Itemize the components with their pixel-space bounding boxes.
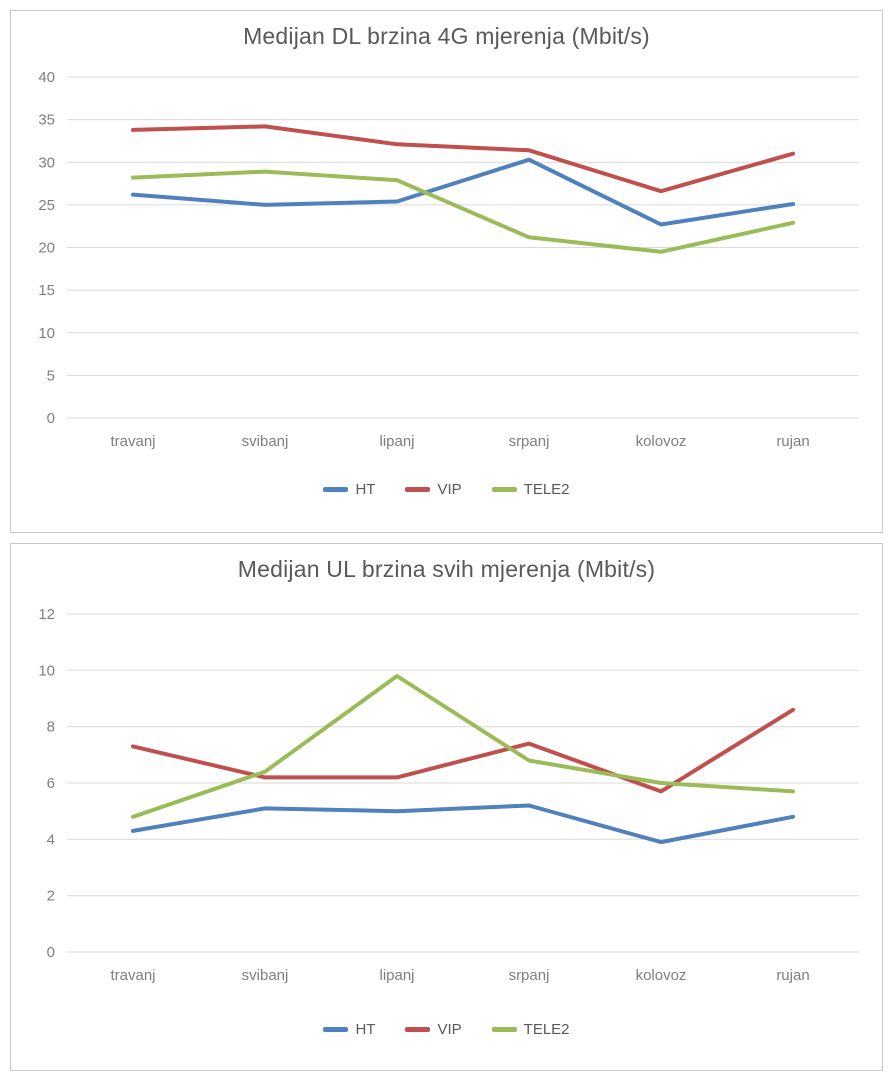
dl-chart-legend: HT VIP TELE2 <box>11 481 882 498</box>
x-category-label: srpanj <box>509 967 550 984</box>
legend-item-tele2: TELE2 <box>491 1021 570 1038</box>
x-category-label: rujan <box>776 433 809 450</box>
legend-label: TELE2 <box>523 1021 570 1038</box>
x-category-label: srpanj <box>509 433 550 450</box>
x-category-label: kolovoz <box>636 967 687 984</box>
dl-chart-title: Medijan DL brzina 4G mjerenja (Mbit/s) <box>243 23 650 49</box>
ul-chart-panel: Medijan UL brzina svih mjerenja (Mbit/s)… <box>10 543 883 1071</box>
x-category-label: rujan <box>776 967 809 984</box>
legend-label: HT <box>355 1021 376 1038</box>
x-category-label: travanj <box>110 967 155 984</box>
legend-item-tele2: TELE2 <box>491 481 570 498</box>
legend-swatch-tele2 <box>491 1027 517 1032</box>
y-tick-label: 2 <box>47 888 55 905</box>
legend-label: TELE2 <box>523 481 570 498</box>
y-tick-label: 10 <box>38 662 55 679</box>
y-tick-label: 40 <box>38 69 55 86</box>
series-line-vip <box>131 707 795 794</box>
dl-line-plot: 0 5 10 15 20 25 30 35 40 travanj svibanj lipanj srpa… <box>38 69 859 450</box>
legend-label: VIP <box>437 481 462 498</box>
x-category-label: svibanj <box>242 433 289 450</box>
y-tick-label: 4 <box>47 831 55 848</box>
legend-item-ht: HT <box>323 1021 375 1038</box>
dl-chart-panel: Medijan DL brzina 4G mjerenja (Mbit/s) 0… <box>10 10 883 533</box>
y-tick-label: 12 <box>38 606 55 623</box>
legend-swatch-tele2 <box>491 487 517 492</box>
legend-swatch-vip <box>405 1027 431 1032</box>
y-tick-label: 5 <box>47 367 55 384</box>
y-tick-label: 15 <box>38 282 55 299</box>
legend-label: VIP <box>437 1021 462 1038</box>
legend-swatch-vip <box>405 487 431 492</box>
legend-item-vip: VIP <box>405 481 462 498</box>
y-tick-label: 35 <box>38 112 55 129</box>
x-category-label: lipanj <box>379 967 414 984</box>
y-tick-label: 20 <box>38 240 55 257</box>
legend-item-vip: VIP <box>405 1021 462 1038</box>
x-category-label: travanj <box>110 433 155 450</box>
ul-chart-title: Medijan UL brzina svih mjerenja (Mbit/s) <box>237 556 656 582</box>
legend-swatch-ht <box>323 1027 349 1032</box>
y-tick-label: 25 <box>38 197 55 214</box>
series-line-ht <box>131 803 795 845</box>
series-line-tele2 <box>131 169 795 254</box>
y-tick-label: 0 <box>47 944 55 961</box>
y-tick-label: 8 <box>47 719 55 736</box>
y-tick-label: 6 <box>47 775 55 792</box>
y-tick-label: 0 <box>47 410 55 427</box>
ul-chart-legend: HT VIP TELE2 <box>11 1021 882 1038</box>
series-line-ht <box>131 157 795 227</box>
x-category-label: svibanj <box>242 967 289 984</box>
ul-line-plot: 0 2 4 6 8 10 12 travanj svibanj lipanj srpanj kolov… <box>38 606 859 984</box>
series-line-tele2 <box>131 674 795 819</box>
legend-swatch-ht <box>323 487 349 492</box>
x-category-label: lipanj <box>379 433 414 450</box>
series-line-vip <box>131 124 795 194</box>
legend-item-ht: HT <box>323 481 375 498</box>
y-tick-label: 30 <box>38 154 55 171</box>
legend-label: HT <box>355 481 376 498</box>
y-tick-label: 10 <box>38 325 55 342</box>
x-category-label: kolovoz <box>636 433 687 450</box>
